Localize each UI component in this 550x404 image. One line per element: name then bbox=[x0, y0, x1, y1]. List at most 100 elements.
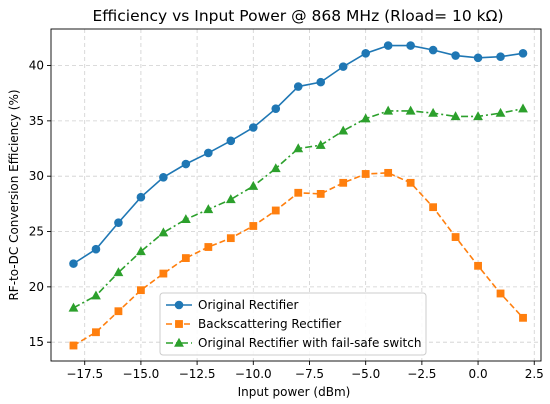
data-point bbox=[69, 341, 78, 350]
data-point bbox=[204, 148, 213, 158]
data-point bbox=[316, 189, 325, 198]
legend-item: Original Rectifier bbox=[166, 298, 299, 312]
data-point bbox=[271, 206, 280, 215]
y-axis-label: RF-to-DC Conversion Efficiency (%) bbox=[7, 89, 21, 300]
data-point bbox=[429, 203, 438, 212]
data-point bbox=[68, 302, 79, 312]
data-point bbox=[495, 107, 506, 117]
x-tick-label: 2.5 bbox=[525, 367, 544, 381]
data-point bbox=[271, 104, 281, 113]
data-point bbox=[69, 259, 78, 268]
legend-label: Original Rectifier with fail-safe switch bbox=[198, 336, 421, 350]
data-point bbox=[451, 51, 460, 60]
data-point bbox=[159, 172, 168, 182]
x-axis-label: Input power (dBm) bbox=[238, 385, 351, 399]
legend-marker bbox=[174, 300, 184, 310]
x-tick-label: −17.5 bbox=[66, 367, 103, 381]
data-point bbox=[270, 163, 281, 173]
data-point bbox=[474, 261, 482, 270]
x-tick-label: −5.0 bbox=[351, 367, 380, 381]
data-point bbox=[204, 243, 213, 251]
x-tick-label: −7.5 bbox=[295, 367, 324, 381]
x-tick-label: −15.0 bbox=[123, 367, 160, 381]
legend-item: Original Rectifier with fail-safe switch bbox=[166, 336, 421, 350]
data-point bbox=[316, 77, 326, 87]
data-point bbox=[518, 49, 528, 58]
data-point bbox=[226, 234, 235, 243]
data-point bbox=[383, 41, 393, 50]
chart-title: Efficiency vs Input Power @ 868 MHz (Rlo… bbox=[92, 7, 503, 25]
series-line bbox=[73, 107, 524, 309]
series-1 bbox=[69, 41, 528, 268]
legend-item: Backscattering Rectifier bbox=[166, 317, 341, 331]
data-point bbox=[249, 222, 258, 230]
data-point bbox=[225, 194, 236, 204]
x-tick-label: −10.0 bbox=[235, 367, 272, 381]
y-tick-label: 15 bbox=[29, 335, 44, 349]
data-point bbox=[294, 188, 303, 197]
x-tick-label: −2.5 bbox=[407, 367, 436, 381]
data-point bbox=[473, 53, 483, 63]
x-tick-label: 0.0 bbox=[469, 367, 488, 381]
data-point bbox=[315, 139, 326, 149]
data-point bbox=[428, 45, 438, 55]
data-point bbox=[406, 178, 415, 187]
data-point bbox=[405, 105, 416, 115]
data-point bbox=[91, 290, 101, 300]
data-point bbox=[519, 313, 527, 322]
data-point bbox=[339, 178, 348, 187]
data-point bbox=[360, 113, 371, 123]
data-point bbox=[181, 159, 191, 169]
y-tick-label: 35 bbox=[29, 114, 44, 128]
data-point bbox=[159, 269, 168, 278]
data-point bbox=[248, 123, 258, 132]
y-tick-label: 40 bbox=[29, 59, 44, 73]
legend-box bbox=[159, 292, 427, 356]
data-point bbox=[338, 125, 349, 135]
data-point bbox=[248, 180, 259, 190]
legend-marker bbox=[174, 337, 184, 347]
series-3 bbox=[68, 103, 528, 312]
data-point bbox=[338, 62, 348, 71]
x-tick-label: −12.5 bbox=[179, 367, 216, 381]
y-tick-label: 20 bbox=[29, 280, 44, 294]
data-point bbox=[450, 111, 461, 121]
data-point bbox=[473, 111, 483, 121]
legend-label: Original Rectifier bbox=[198, 298, 299, 312]
data-point bbox=[518, 103, 528, 113]
data-point bbox=[91, 244, 101, 254]
data-point bbox=[113, 267, 124, 277]
y-tick-label: 30 bbox=[29, 169, 44, 183]
data-point bbox=[92, 328, 100, 337]
data-point bbox=[361, 170, 370, 178]
legend-marker bbox=[175, 320, 183, 328]
y-axis-ticks: 15 20 25 30 35 40 bbox=[29, 59, 51, 349]
data-point bbox=[384, 168, 393, 177]
plot-frame bbox=[50, 28, 542, 362]
series-layer bbox=[68, 41, 528, 350]
data-point bbox=[496, 289, 505, 298]
data-point bbox=[136, 192, 146, 202]
data-point bbox=[406, 41, 415, 50]
data-point bbox=[226, 136, 236, 146]
data-point bbox=[451, 233, 460, 241]
data-point bbox=[137, 286, 145, 295]
data-point bbox=[180, 214, 191, 224]
legend: Original Rectifier Backscattering Rectifi… bbox=[159, 292, 427, 356]
data-point bbox=[203, 204, 214, 214]
data-point bbox=[114, 218, 123, 227]
series-2 bbox=[69, 168, 527, 350]
x-axis-ticks: −17.5 −15.0 −12.5 −10.0 −7.5 −5.0 −2.5 0.0 2.5 bbox=[66, 361, 544, 381]
data-point bbox=[158, 227, 169, 237]
data-point bbox=[428, 107, 439, 117]
data-point bbox=[181, 254, 190, 262]
data-point bbox=[136, 246, 146, 256]
data-point bbox=[293, 143, 304, 153]
legend-label: Backscattering Rectifier bbox=[198, 317, 341, 331]
data-point bbox=[114, 307, 123, 316]
data-point bbox=[293, 82, 303, 91]
data-point bbox=[383, 105, 394, 115]
data-point bbox=[496, 52, 505, 61]
y-tick-label: 25 bbox=[29, 225, 44, 239]
